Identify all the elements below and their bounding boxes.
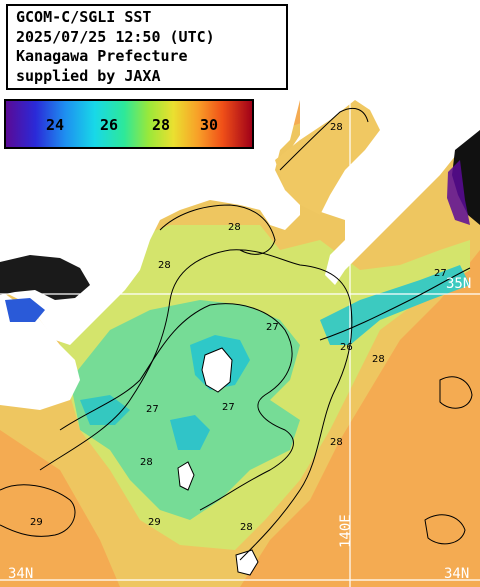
land-dark-east <box>452 130 480 225</box>
contour-label-28-e: 28 <box>330 437 343 448</box>
contour-label-27-d: 27 <box>434 268 447 279</box>
contour-28 <box>39 249 353 561</box>
contour-label-29-b: 29 <box>148 517 161 528</box>
scale-tick-24: 24 <box>46 116 65 134</box>
color-scale-bar <box>6 101 252 147</box>
contour-label-28-d: 28 <box>372 354 385 365</box>
info-credit: supplied by JAXA <box>16 66 161 85</box>
contour-label-27-c: 27 <box>146 404 159 415</box>
cold-patch-west <box>5 298 45 322</box>
contour-29-east-1 <box>439 376 473 409</box>
contour-label-28-f: 28 <box>140 457 153 468</box>
contour-label-27-b: 27 <box>222 402 235 413</box>
island-toshima <box>177 461 195 491</box>
grid-label-34n: 34N <box>444 566 470 582</box>
info-product: GCOM-C/SGLI SST <box>16 8 152 26</box>
tokyo-bay-water <box>275 100 380 215</box>
contour-label-29-a: 29 <box>30 517 43 528</box>
grid-label-34n-left: 34N <box>8 566 34 582</box>
land-boso <box>280 0 480 285</box>
grid-label-140e: 140E <box>338 514 354 548</box>
contour-29-east-2 <box>424 514 466 545</box>
contour-28-tokyo-bay <box>279 107 369 171</box>
scale-tick-28: 28 <box>152 116 171 134</box>
scale-tick-26: 26 <box>100 116 119 134</box>
contour-27 <box>59 303 294 511</box>
contour-26 <box>319 267 471 341</box>
contour-label-28-b: 28 <box>158 260 171 271</box>
info-box: GCOM-C/SGLI SST 2025/07/25 12:50 (UTC) K… <box>6 4 288 90</box>
info-region: Kanagawa Prefecture <box>16 47 188 65</box>
color-scale: 24 26 28 30 <box>4 99 254 149</box>
contour-29-west <box>0 484 76 537</box>
cold-edge-east <box>447 160 470 225</box>
cloud-west <box>0 255 90 300</box>
sea-coldest-patch-2 <box>80 395 130 425</box>
grid-label-35n: 35N <box>446 276 472 292</box>
sea-coldest-patch-4 <box>170 415 210 450</box>
contour-label-28-g: 28 <box>240 522 253 533</box>
contour-label-27-a: 27 <box>266 322 279 333</box>
island-oshima <box>201 347 233 393</box>
info-datetime: 2025/07/25 12:50 (UTC) <box>16 27 215 46</box>
contour-label-26: 26 <box>340 342 353 353</box>
contour-label-28-a: 28 <box>228 222 241 233</box>
scale-tick-30: 30 <box>200 116 219 134</box>
contour-28-sagami <box>159 204 276 255</box>
contour-label-28-c: 28 <box>330 122 343 133</box>
